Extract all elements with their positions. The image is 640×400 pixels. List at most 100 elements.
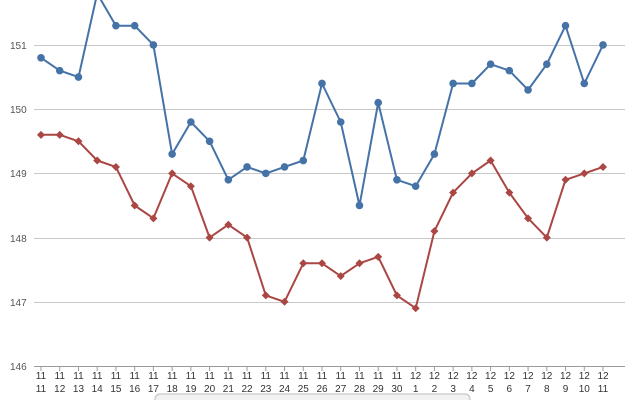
series-1-point[interactable] xyxy=(149,41,158,49)
series-2-point[interactable] xyxy=(411,304,420,313)
series-1-point[interactable] xyxy=(224,175,233,184)
series-1-point[interactable] xyxy=(374,98,383,107)
series-2-point[interactable] xyxy=(37,130,45,139)
series-2-point[interactable] xyxy=(505,188,514,197)
series-1-point[interactable] xyxy=(524,86,532,94)
series-1-point[interactable] xyxy=(280,163,289,171)
series-1-point[interactable] xyxy=(468,79,476,88)
series-1-point[interactable] xyxy=(55,66,64,75)
series-1-point[interactable] xyxy=(561,21,570,30)
x-tick-label-month: 11 xyxy=(242,371,253,382)
series-1-point[interactable] xyxy=(505,66,514,75)
series-2-point[interactable] xyxy=(74,137,83,146)
series-2-point[interactable] xyxy=(93,156,102,165)
series-2-point[interactable] xyxy=(243,233,252,242)
series-1-point[interactable] xyxy=(355,201,364,210)
x-tick-label-month: 12 xyxy=(597,371,609,382)
chart-scrollbar[interactable] xyxy=(154,393,471,400)
series-1-point[interactable] xyxy=(318,79,326,88)
x-tick-label-day: 16 xyxy=(129,384,141,395)
x-tick-label-month: 11 xyxy=(55,371,66,382)
series-2-point[interactable] xyxy=(430,227,439,236)
series-2-point[interactable] xyxy=(561,175,570,184)
x-tick-label-day: 23 xyxy=(260,384,272,395)
y-axis-ticks: 146 147 148 149 150 151 xyxy=(10,41,27,373)
series-1-point[interactable] xyxy=(187,118,195,126)
series-1-point[interactable] xyxy=(205,137,214,146)
series-1-point[interactable] xyxy=(393,175,401,184)
x-tick-label-day: 20 xyxy=(204,384,216,395)
x-tick-label-day: 21 xyxy=(223,384,235,395)
series-2-point[interactable] xyxy=(224,220,233,229)
x-tick-label-day: 12 xyxy=(54,384,66,395)
x-tick-label-day: 27 xyxy=(335,384,347,395)
series-2-point[interactable] xyxy=(355,259,364,268)
series-1-point[interactable] xyxy=(37,53,45,62)
series-2-point[interactable] xyxy=(524,214,533,223)
series-2-point[interactable] xyxy=(186,182,195,191)
x-tick-label-day: 22 xyxy=(242,384,254,395)
series-2-point[interactable] xyxy=(580,169,589,178)
x-axis-ticks: 1111111211131114111511161117111811191120… xyxy=(36,366,609,395)
x-tick-label-day: 10 xyxy=(579,384,591,395)
x-tick-label-day: 13 xyxy=(73,384,85,395)
x-tick-label-month: 11 xyxy=(392,371,403,382)
x-tick-label-month: 12 xyxy=(560,371,572,382)
series-2-point[interactable] xyxy=(261,291,270,300)
x-tick-label-month: 11 xyxy=(298,371,309,382)
series-1-point[interactable] xyxy=(168,150,176,158)
series-2-point[interactable] xyxy=(205,233,214,242)
series-2-line xyxy=(41,133,604,310)
x-tick-label-day: 17 xyxy=(148,384,160,395)
series-2-point[interactable] xyxy=(599,162,607,171)
x-tick-label-month: 12 xyxy=(448,371,460,382)
x-tick-label-month: 11 xyxy=(92,371,103,382)
series-2-point[interactable] xyxy=(55,130,64,139)
series-2 xyxy=(37,130,607,313)
x-tick-label-month: 11 xyxy=(336,371,347,382)
x-tick-label-day: 18 xyxy=(167,384,179,395)
series-1-point[interactable] xyxy=(262,169,270,178)
x-tick-label-month: 12 xyxy=(579,371,591,382)
series-2-point[interactable] xyxy=(392,291,401,300)
series-2-point[interactable] xyxy=(280,297,289,306)
series-2-point[interactable] xyxy=(467,169,476,178)
series-1-point[interactable] xyxy=(299,156,308,165)
series-2-point[interactable] xyxy=(542,233,551,242)
series-2-point[interactable] xyxy=(299,259,308,268)
y-tick-label: 148 xyxy=(10,234,27,245)
series-1-point[interactable] xyxy=(130,21,139,30)
x-tick-label-month: 12 xyxy=(504,371,516,382)
x-tick-label-month: 11 xyxy=(73,371,84,382)
series-1-point[interactable] xyxy=(112,21,120,30)
series-2-point[interactable] xyxy=(318,259,326,268)
series-2-point[interactable] xyxy=(130,201,139,210)
x-tick-label-month: 11 xyxy=(354,371,365,382)
series-1-point[interactable] xyxy=(543,60,551,69)
x-tick-label-month: 11 xyxy=(129,371,140,382)
y-tick-label: 150 xyxy=(10,105,27,116)
x-tick-label-day: 28 xyxy=(354,384,366,395)
series-2-point[interactable] xyxy=(149,214,158,223)
x-tick-label-day: 4 xyxy=(469,384,475,395)
series-1-point[interactable] xyxy=(486,60,495,69)
series-2-point[interactable] xyxy=(111,162,120,171)
y-tick-label: 147 xyxy=(10,298,27,309)
gridlines xyxy=(34,45,625,367)
series-1-point[interactable] xyxy=(580,79,589,88)
series-1-point[interactable] xyxy=(411,182,420,191)
x-tick-label-day: 1 xyxy=(413,384,419,395)
series-1-point[interactable] xyxy=(74,73,83,81)
series-2-point[interactable] xyxy=(486,156,495,165)
x-tick-label-month: 11 xyxy=(261,371,272,382)
series-1-point[interactable] xyxy=(599,41,607,49)
series-1-point[interactable] xyxy=(430,150,439,158)
series-1-point[interactable] xyxy=(336,118,345,126)
series-1-point[interactable] xyxy=(243,163,251,171)
x-tick-label-month: 11 xyxy=(186,371,197,382)
series-2-point[interactable] xyxy=(374,252,383,261)
series-1-point[interactable] xyxy=(449,79,457,88)
series-2-point[interactable] xyxy=(336,272,345,281)
series-2-point[interactable] xyxy=(449,188,458,197)
series-2-point[interactable] xyxy=(168,169,177,178)
